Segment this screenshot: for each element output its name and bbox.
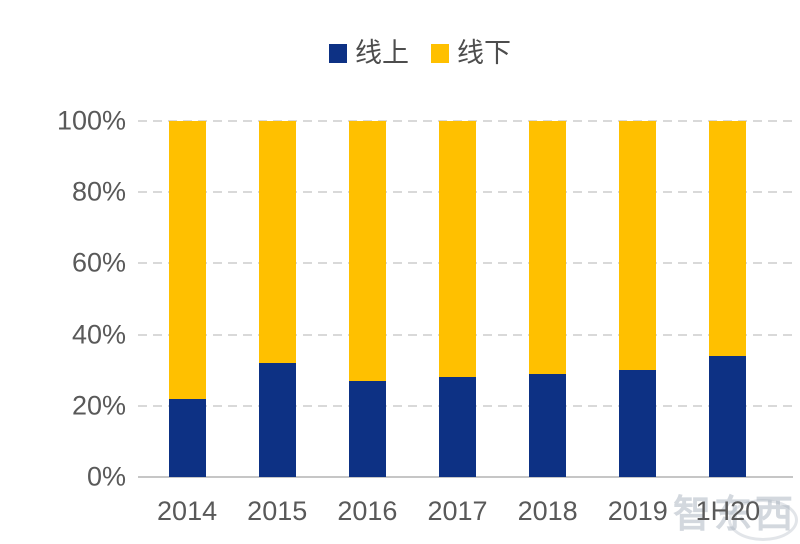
bar-segment-线下-2017 [438, 121, 476, 378]
watermark-logo: 智东西 [673, 491, 799, 542]
legend: 线上 线下 [30, 40, 800, 67]
stacked-bar-2015 [258, 121, 296, 477]
bar-segment-线上-2017 [438, 377, 476, 477]
stacked-bar-2018 [529, 121, 567, 477]
bar-segment-线下-2018 [529, 121, 567, 374]
x-axis-label: 1H20 [695, 496, 761, 526]
y-axis-label: 60% [71, 247, 126, 278]
bar-category-2017 [412, 121, 502, 477]
x-axis-label: 2014 [157, 496, 218, 526]
bar-category-2019 [593, 121, 683, 477]
stacked-bar-2016 [348, 121, 386, 477]
bar-category-2014 [142, 121, 232, 477]
bar-category-2016 [322, 121, 412, 477]
bar-segment-线下-2015 [258, 121, 296, 364]
stacked-bar-1H20 [709, 121, 747, 477]
y-axis-label: 40% [71, 319, 126, 350]
bar-segment-线下-2019 [619, 121, 657, 371]
legend-swatch-online [329, 44, 347, 63]
bar-segment-线上-2014 [168, 398, 206, 477]
bar-segment-线下-2014 [168, 121, 206, 399]
legend-item-offline: 线下 [431, 40, 511, 67]
bar-category-1H20 [683, 121, 773, 477]
x-axis-baseline [138, 476, 793, 478]
stacked-bar-2019 [619, 121, 657, 477]
legend-label-offline: 线下 [457, 38, 511, 68]
x-axis-label: 2019 [607, 496, 668, 526]
y-axis-label: 0% [86, 461, 126, 492]
stacked-bar-2017 [438, 121, 476, 477]
bars-group [142, 121, 773, 477]
y-axis-label: 80% [71, 176, 126, 207]
bar-segment-线上-2019 [619, 370, 657, 477]
plot-area [138, 120, 793, 478]
x-axis-label: 2017 [427, 496, 488, 526]
bar-segment-线上-2018 [529, 373, 567, 477]
x-axis: 2014 2015 2016 2017 2018 2019 1H20 [142, 492, 773, 530]
y-axis-label: 20% [71, 390, 126, 421]
bar-segment-线上-2015 [258, 363, 296, 477]
y-axis: 0% 20% 40% 60% 80% 100% [0, 106, 126, 492]
x-axis-label: 2018 [517, 496, 578, 526]
stacked-bar-2014 [168, 121, 206, 477]
legend-label-online: 线上 [355, 38, 409, 68]
bar-category-2015 [232, 121, 322, 477]
bar-segment-线下-2016 [348, 121, 386, 381]
x-axis-label: 2015 [247, 496, 308, 526]
x-axis-label: 2016 [337, 496, 398, 526]
legend-swatch-offline [431, 44, 449, 63]
bar-segment-线上-2016 [348, 380, 386, 477]
legend-item-online: 线上 [329, 40, 409, 67]
bar-segment-线上-1H20 [709, 355, 747, 477]
bar-category-2018 [503, 121, 593, 477]
y-axis-label: 100% [56, 105, 126, 136]
bar-segment-线下-1H20 [709, 121, 747, 356]
